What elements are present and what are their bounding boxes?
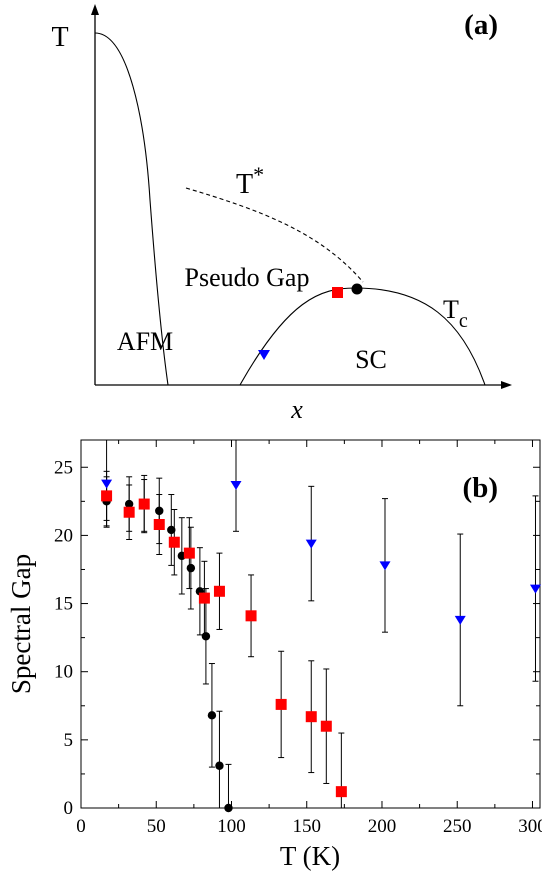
t-star-label: T* [236, 162, 264, 200]
panel-a-y-arrowhead [91, 4, 99, 15]
data-point-square [123, 506, 135, 518]
region-label-afm: AFM [117, 327, 173, 356]
panel-b-x-axis-title: T (K) [280, 841, 340, 871]
data-point-square [153, 519, 165, 531]
panel-b-plot-frame [80, 439, 541, 809]
t-star-curve [185, 187, 364, 283]
data-point-square [335, 786, 347, 798]
data-point-triangle [230, 480, 242, 490]
data-point-triangle [529, 584, 541, 594]
t-star-label-superscript: * [253, 162, 264, 187]
panel-b-y-axis-title: Spectral Gap [6, 554, 36, 694]
data-point-circle [207, 711, 217, 720]
panel-a-y-axis-label: T [51, 22, 68, 53]
data-point-triangle [101, 479, 113, 489]
data-point-circle [167, 525, 176, 535]
data-point-square [245, 610, 257, 622]
data-point-square [275, 698, 287, 710]
panel-b-label: (b) [463, 472, 498, 504]
x-tick-label: 0 [76, 816, 86, 837]
y-tick-label: 0 [64, 798, 74, 819]
x-tick-label: 50 [147, 816, 166, 837]
y-tick-label: 20 [54, 525, 73, 546]
data-point-square [198, 592, 210, 604]
panel-a-x-arrowhead [501, 381, 512, 389]
tc-label: Tc [443, 295, 468, 332]
data-point-circle [155, 506, 164, 516]
panel-b: 0 50 100 150 200 250 300 0 5 10 15 20 25 (b) T (K) S… [6, 439, 542, 871]
data-point-square [320, 720, 332, 732]
data-point-triangle [454, 615, 466, 625]
panel-a-label: (a) [464, 9, 498, 41]
afm-boundary-curve [94, 32, 169, 386]
y-tick-label: 15 [54, 594, 73, 615]
t-star-label-base: T [236, 169, 253, 200]
data-point-square [138, 498, 150, 510]
data-point-square [305, 711, 317, 723]
y-tick-label: 10 [54, 662, 73, 683]
tc-label-base: T [443, 295, 459, 324]
panel-b-markers [101, 479, 541, 813]
data-point-square [101, 490, 113, 502]
y-tick-label: 25 [54, 457, 73, 478]
region-label-pseudo-gap: Pseudo Gap [185, 263, 310, 292]
x-tick-label: 200 [368, 816, 397, 837]
red-square-marker [332, 287, 343, 298]
data-point-triangle [379, 561, 391, 571]
data-point-circle [124, 499, 134, 509]
y-tick-label: 5 [64, 730, 74, 751]
panel-b-tick-labels: 0 50 100 150 200 250 300 0 5 10 15 20 25 [54, 457, 542, 837]
x-tick-label: 150 [292, 816, 321, 837]
region-label-sc: SC [355, 345, 387, 374]
data-point-circle [201, 632, 211, 641]
data-point-square [183, 547, 195, 559]
tc-label-subscript: c [459, 310, 468, 332]
black-circle-marker [351, 283, 363, 295]
data-point-circle [186, 563, 196, 573]
panel-a: (a) T x AFM Pseudo Gap SC T* Tc [51, 4, 512, 424]
x-tick-label: 300 [518, 816, 542, 837]
data-point-triangle [305, 539, 317, 549]
x-tick-label: 100 [217, 816, 246, 837]
data-point-square [213, 585, 225, 597]
blue-triangle-marker [258, 350, 270, 360]
data-point-square [168, 536, 180, 548]
data-point-circle [215, 761, 224, 770]
x-tick-label: 250 [443, 816, 472, 837]
panel-a-x-axis-label: x [290, 395, 303, 424]
data-point-circle [224, 803, 233, 813]
